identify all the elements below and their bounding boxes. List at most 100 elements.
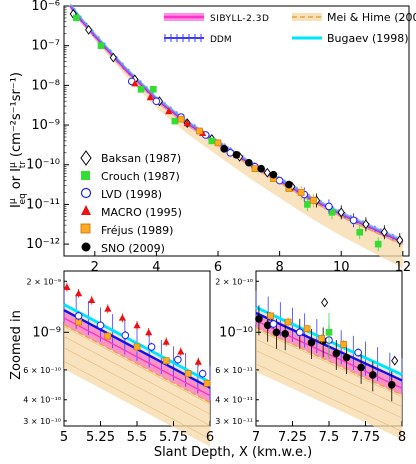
bottom-left-x-ticks: 5 5.25 5.5 5.75 6 (60, 421, 214, 445)
fr-jus-1989-point (184, 370, 192, 377)
legend-marker-macro (81, 205, 91, 215)
top-y-tick-label: 10⁻⁶ (31, 0, 60, 14)
macro-1995-point (194, 358, 202, 365)
y-tick-label: 4 × 10⁻¹¹ (215, 396, 253, 405)
fr-jus-1989-point (104, 332, 112, 340)
baksan-1987-point (380, 227, 388, 238)
macro-1995-point (63, 283, 71, 291)
x-tick-label: 8 (398, 430, 406, 445)
x-axis-label: Slant Depth, X (km.w.e.) (154, 445, 312, 460)
lvd-1998-point (74, 312, 83, 320)
top-y-tick-label: 10⁻¹¹ (26, 197, 60, 212)
macro-1995-point (118, 314, 126, 321)
macro-1995-point (131, 79, 139, 87)
ylabel-units: (cm⁻²s⁻¹sr⁻¹) (9, 72, 24, 157)
fr-jus-1989-point (310, 197, 317, 204)
top-x-tick-label: 10 (333, 260, 350, 275)
baksan-1987-point (391, 355, 399, 366)
lvd-1998-point (296, 328, 304, 337)
legend-label-lvd: LVD (1998) (101, 188, 162, 201)
bottom-right-y-ticks: 2 × 10⁻¹⁰ 10⁻¹⁰ 6 × 10⁻¹¹ 4 × 10⁻¹¹ 3 × 10⁻¹… (215, 277, 261, 426)
legend-label-bugaev: Bugaev (1998) (327, 32, 409, 45)
lvd-1998-point (121, 331, 130, 340)
fr-jus-1989-point (203, 380, 211, 387)
y-tick-label: 6 × 10⁻¹⁰ (23, 366, 61, 375)
mei-hime-band-line (255, 350, 403, 419)
lvd-1998-point (96, 321, 105, 330)
crouch-1987-point (328, 209, 336, 216)
crouch-1987-point (356, 228, 364, 236)
top-x-tick-label: 12 (395, 260, 412, 275)
baksan-1987-point (263, 167, 271, 178)
crouch-1987-point (150, 86, 157, 93)
fr-jus-1989-point (297, 189, 305, 196)
legend-swatch-mei (292, 13, 322, 21)
crouch-1987-point (374, 240, 382, 248)
top-y-ticks: 10⁻⁶ 10⁻⁷ 10⁻⁸ 10⁻⁹ 10⁻¹⁰ 10⁻¹¹ 10⁻¹² (26, 0, 69, 252)
crouch-1987-point (304, 201, 311, 208)
lvd-1998-point (147, 343, 156, 351)
sno-2009-point (281, 329, 290, 338)
mei-hime-band-line (63, 360, 211, 440)
lvd-1998-point (325, 202, 333, 211)
lvd-1998-point (269, 320, 278, 328)
baksan-1987-point (85, 24, 93, 35)
x-tick-label: 5.5 (127, 430, 148, 445)
sno-2009-point (307, 338, 316, 347)
macro-1995-point (104, 304, 112, 312)
sno-2009-point (285, 180, 293, 189)
sno-2009-point (272, 328, 281, 337)
crouch-1987-point (97, 42, 105, 49)
fr-jus-1989-point (251, 165, 259, 172)
model-legend: SIBYLL-2.3D DDM Mei & Hime (2006) Bugaev… (164, 11, 416, 45)
top-x-tick-label: 2 (91, 260, 99, 275)
sibyll-curve (63, 317, 211, 397)
fr-jus-1989-point (162, 357, 170, 364)
ylabel-or: or (9, 175, 24, 189)
legend-label-sno: SNO (2009) (101, 242, 165, 255)
mei-hime-band (256, 309, 402, 440)
mei-hime-band-line (63, 326, 211, 405)
legend-label-frejus: Fréjus (1989) (101, 224, 173, 237)
legend-marker-lvd (80, 187, 92, 199)
fr-jus-1989-point (177, 115, 185, 123)
bottom-right-panel: 2 × 10⁻¹⁰ 10⁻¹⁰ 6 × 10⁻¹¹ 4 × 10⁻¹¹ 3 × 10⁻¹… (215, 270, 406, 445)
crouch-1987-point (325, 329, 333, 336)
macro-1995-point (183, 119, 191, 127)
x-tick-label: 7.75 (351, 430, 380, 445)
ylabel-mu-1: μ (8, 198, 18, 204)
lvd-1998-point (174, 355, 182, 364)
macro-1995-point (145, 328, 153, 336)
baksan-1987-point (337, 207, 345, 218)
sno-2009-point (387, 381, 396, 389)
baksan-1987-point (362, 219, 370, 230)
ylabel-main-2: I (9, 168, 24, 172)
x-tick-label: 5 (60, 430, 68, 445)
top-data-points (69, 8, 404, 252)
mei-hime-band-line (63, 336, 211, 415)
legend-label-ddm: DDM (210, 35, 232, 45)
sno-2009-point (342, 353, 351, 362)
y-tick-label: 10⁻¹⁰ (219, 325, 253, 340)
mei-hime-band-line (255, 363, 403, 432)
mei-hime-curve (255, 327, 403, 396)
y-tick-label: 4 × 10⁻¹⁰ (23, 396, 61, 405)
mei-hime-curve (63, 324, 211, 404)
fr-jus-1989-point (196, 127, 203, 135)
top-x-tick-label: 6 (214, 260, 222, 275)
top-y-tick-label: 10⁻⁷ (31, 39, 60, 54)
x-tick-label: 7.25 (278, 430, 307, 445)
sno-2009-point (332, 349, 341, 358)
x-tick-label: 5.25 (86, 430, 115, 445)
macro-1995-point (88, 296, 96, 304)
top-x-tick-label: 8 (275, 260, 283, 275)
macro-1995-point (177, 347, 185, 355)
legend-marker-crouch (81, 171, 90, 180)
legend-label-sibyll: SIBYLL-2.3D (210, 14, 269, 24)
legend-label-baksan: Baksan (1987) (101, 152, 181, 165)
y-tick-label: 2 × 10⁻⁹ (27, 277, 62, 286)
sno-2009-point (255, 315, 263, 323)
sno-2009-point (232, 151, 241, 159)
bottom-left-data-points (63, 282, 211, 388)
fr-jus-1989-point (214, 139, 222, 147)
